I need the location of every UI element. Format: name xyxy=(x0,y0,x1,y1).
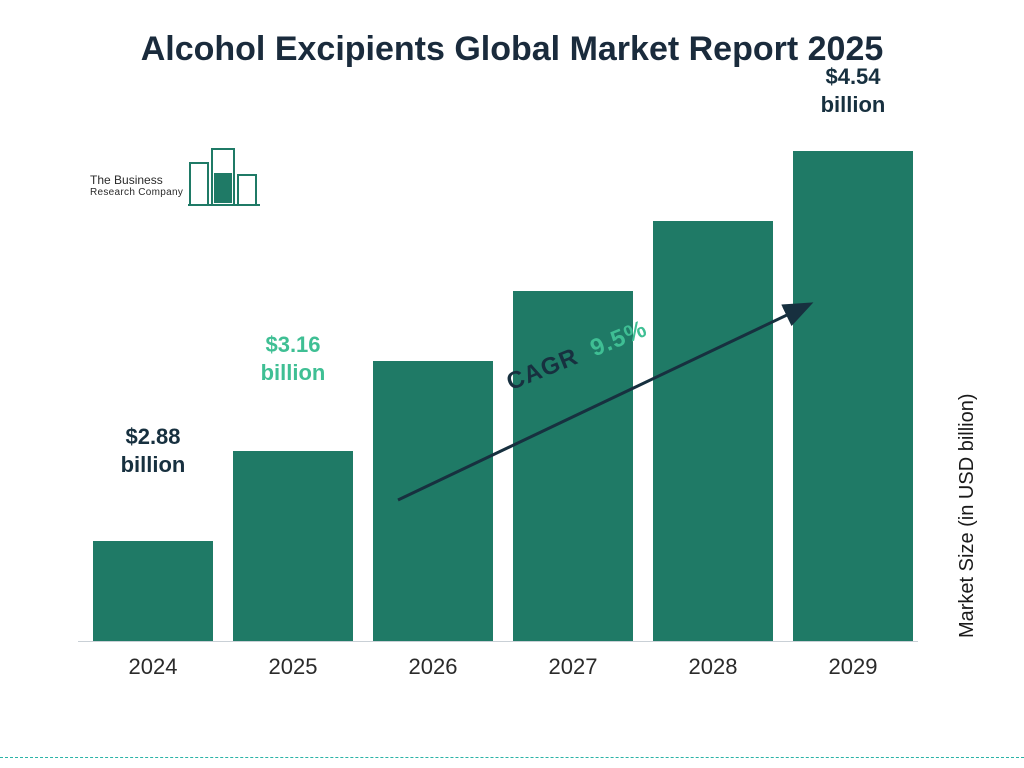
x-axis-tick-label: 2025 xyxy=(243,654,343,680)
x-axis-tick-label: 2029 xyxy=(803,654,903,680)
bottom-dashed-rule xyxy=(0,757,1024,758)
x-axis-tick-label: 2024 xyxy=(103,654,203,680)
cagr-label: CAGR 9.5% xyxy=(508,370,657,398)
bar-value-label: $3.16 billion xyxy=(233,331,353,386)
page-title: Alcohol Excipients Global Market Report … xyxy=(0,0,1024,71)
x-axis-tick-label: 2028 xyxy=(663,654,763,680)
y-axis-label: Market Size (in USD billion) xyxy=(957,394,980,639)
bar xyxy=(793,151,913,641)
bars-container xyxy=(78,142,918,642)
bar xyxy=(93,541,213,641)
bar-value-label: $4.54 billion xyxy=(793,63,913,118)
bar xyxy=(653,221,773,641)
bar-value-label: $2.88 billion xyxy=(93,423,213,478)
bar xyxy=(233,451,353,641)
bar xyxy=(373,361,493,641)
market-chart: 2024 2025 2026 2027 2028 2029 $2.88 billion $3… xyxy=(78,130,958,690)
x-axis-tick-label: 2027 xyxy=(523,654,623,680)
x-axis-tick-label: 2026 xyxy=(383,654,483,680)
